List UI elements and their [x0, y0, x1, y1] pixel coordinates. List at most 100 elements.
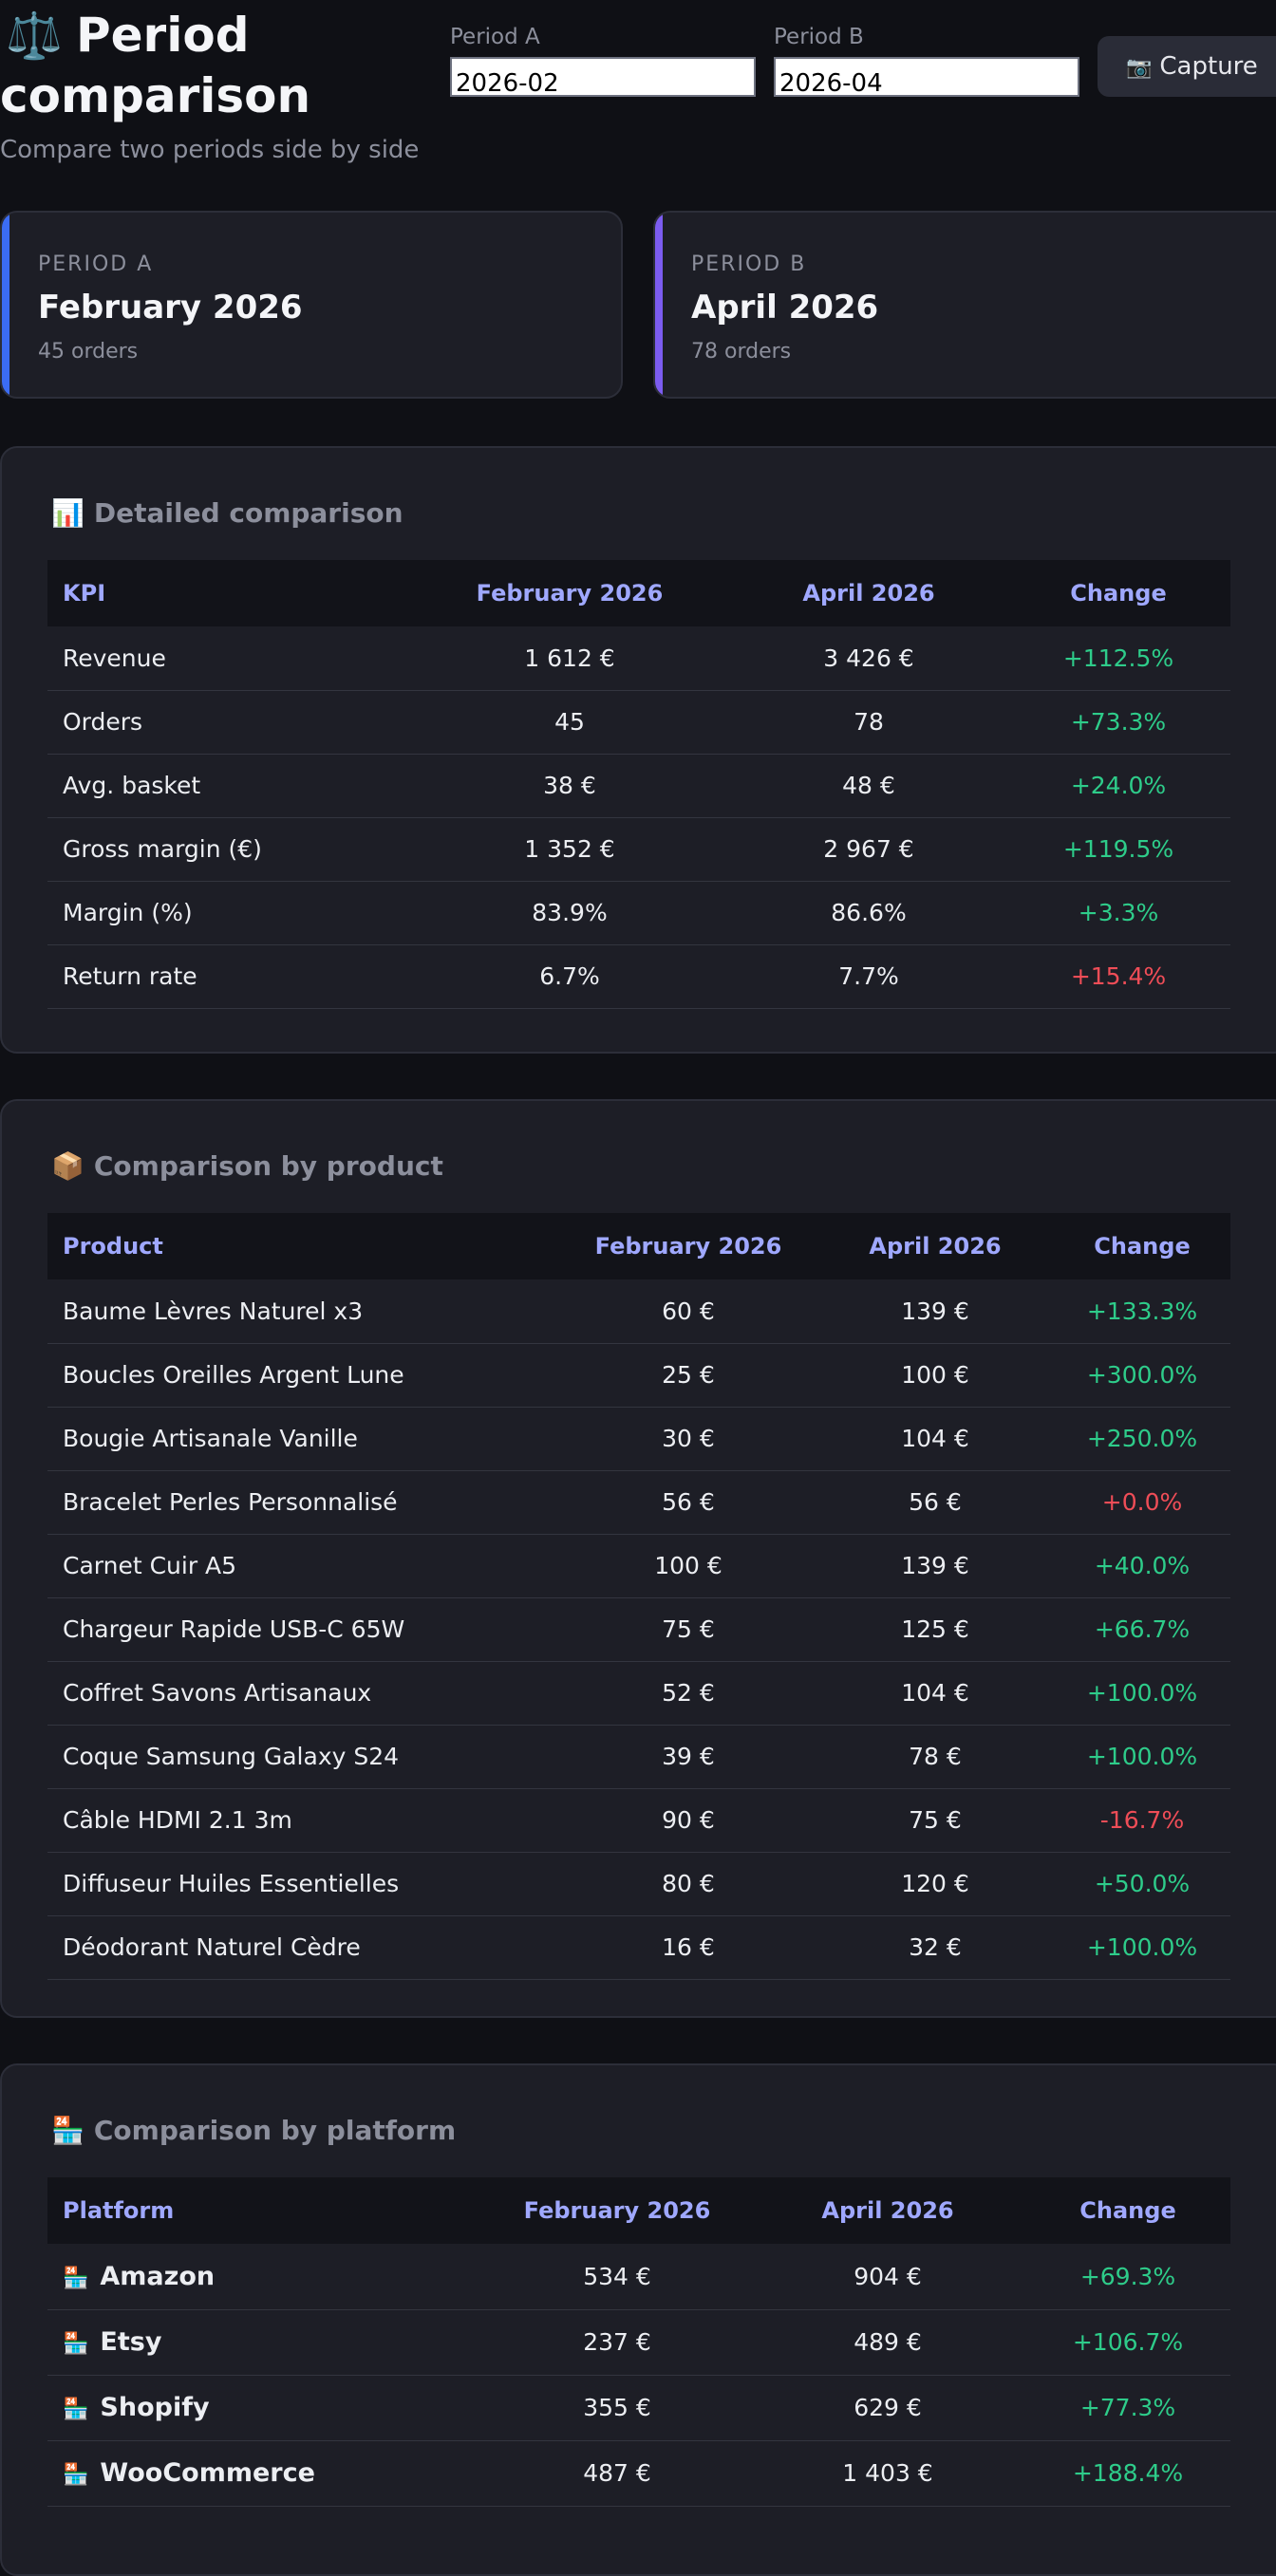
- kpi-table: KPI February 2026 April 2026 Change Reve…: [47, 560, 1230, 1009]
- period-a-value: 1 612 €: [408, 626, 731, 691]
- change-header: Change: [1006, 560, 1230, 626]
- change-value: +3.3%: [1006, 881, 1230, 945]
- product-row: Diffuseur Huiles Essentielles 80 €120 € +5…: [47, 1852, 1230, 1916]
- period-a-value: 75 €: [560, 1597, 816, 1662]
- period-b-value: 904 €: [750, 2244, 1025, 2310]
- kpi-header: KPI: [47, 560, 408, 626]
- period-b-value: 104 €: [816, 1661, 1054, 1726]
- period-b-value: 1 403 €: [750, 2440, 1025, 2507]
- product-row: Chargeur Rapide USB-C 65W 75 €125 € +66.7%: [47, 1597, 1230, 1662]
- period-b-value: 48 €: [731, 754, 1006, 818]
- store-icon: 🏪: [51, 2115, 84, 2146]
- period-a-value: 237 €: [484, 2309, 750, 2376]
- period-a-value: 90 €: [560, 1788, 816, 1853]
- bar-chart-icon: 📊: [51, 497, 84, 529]
- detailed-comparison-title: 📊 Detailed comparison: [51, 497, 403, 529]
- kpi-row-label: Gross margin (€): [47, 817, 408, 882]
- change-value: +100.0%: [1054, 1725, 1230, 1789]
- platform-row: 🏪 WooCommerce 487 €1 403 € +188.4%: [47, 2440, 1230, 2507]
- period-b-value: 120 €: [816, 1852, 1054, 1916]
- period-a-card-label: PERIOD A: [38, 252, 154, 276]
- period-a-value: 60 €: [560, 1279, 816, 1344]
- page-title-line2: comparison: [0, 68, 311, 123]
- period-b-value: 78: [731, 690, 1006, 755]
- store-icon: 🏪: [63, 2463, 89, 2487]
- period-a-value: 355 €: [484, 2375, 750, 2441]
- kpi-row: Gross margin (€) 1 352 €2 967 € +119.5%: [47, 817, 1230, 882]
- change-value: +300.0%: [1054, 1343, 1230, 1408]
- kpi-row: Revenue 1 612 €3 426 € +112.5%: [47, 626, 1230, 691]
- capture-label: Capture: [1159, 52, 1258, 81]
- period-b-value: 139 €: [816, 1279, 1054, 1344]
- change-value: +24.0%: [1006, 754, 1230, 818]
- change-value: +100.0%: [1054, 1915, 1230, 1980]
- period-a-value: 25 €: [560, 1343, 816, 1408]
- period-a-value: 38 €: [408, 754, 731, 818]
- product-row-label: Bracelet Perles Personnalisé: [47, 1470, 560, 1535]
- period-a-value: 16 €: [560, 1915, 816, 1980]
- period-a-value: 56 €: [560, 1470, 816, 1535]
- platform-row: 🏪 Shopify 355 €629 € +77.3%: [47, 2375, 1230, 2441]
- period-b-header: April 2026: [750, 2177, 1025, 2244]
- period-a-value: 1 352 €: [408, 817, 731, 882]
- product-row: Bracelet Perles Personnalisé 56 €56 € +0.0…: [47, 1470, 1230, 1535]
- period-b-value: 75 €: [816, 1788, 1054, 1853]
- scale-icon: ⚖️: [6, 9, 63, 63]
- period-a-input[interactable]: 2026-02: [450, 57, 756, 97]
- product-row: Coque Samsung Galaxy S24 39 €78 € +100.0%: [47, 1725, 1230, 1789]
- change-value: +112.5%: [1006, 626, 1230, 691]
- period-a-value: 100 €: [560, 1534, 816, 1598]
- period-b-value: 139 €: [816, 1534, 1054, 1598]
- period-b-value: 3 426 €: [731, 626, 1006, 691]
- page-title-line1: Period: [76, 8, 250, 63]
- change-header: Change: [1054, 1213, 1230, 1279]
- platform-header: Platform: [47, 2177, 484, 2244]
- period-b-value: 100 €: [816, 1343, 1054, 1408]
- change-value: +119.5%: [1006, 817, 1230, 882]
- capture-button[interactable]: 📷 Capture: [1098, 36, 1276, 97]
- store-icon: 🏪: [63, 2398, 89, 2421]
- kpi-row: Avg. basket 38 €48 € +24.0%: [47, 754, 1230, 818]
- camera-icon: 📷: [1126, 56, 1153, 80]
- period-b-value: 32 €: [816, 1915, 1054, 1980]
- change-value: +106.7%: [1025, 2309, 1230, 2376]
- period-a-value: 80 €: [560, 1852, 816, 1916]
- period-a-value: 83.9%: [408, 881, 731, 945]
- platform-table: Platform February 2026 April 2026 Change…: [47, 2177, 1230, 2507]
- period-b-card-label: PERIOD B: [691, 252, 807, 276]
- page-header: ⚖️ Period comparison Compare two periods…: [0, 0, 1276, 180]
- kpi-row: Orders 45 78 +73.3%: [47, 690, 1230, 755]
- product-row-label: Déodorant Naturel Cèdre: [47, 1915, 560, 1980]
- period-b-value: 56 €: [816, 1470, 1054, 1535]
- detailed-comparison-section: 📊 Detailed comparison KPI February 2026 A…: [0, 446, 1276, 1054]
- change-value: +50.0%: [1054, 1852, 1230, 1916]
- period-a-card-orders: 45 orders: [38, 340, 139, 364]
- period-b-card: PERIOD B April 2026 78 orders: [653, 211, 1276, 399]
- period-a-header: February 2026: [484, 2177, 750, 2244]
- period-a-value: 52 €: [560, 1661, 816, 1726]
- page-subtitle: Compare two periods side by side: [0, 136, 420, 164]
- store-icon: 🏪: [63, 2266, 89, 2290]
- period-a-value: 534 €: [484, 2244, 750, 2310]
- product-row: Coffret Savons Artisanaux 52 €104 € +100.0…: [47, 1661, 1230, 1726]
- change-value: +40.0%: [1054, 1534, 1230, 1598]
- period-b-card-title: April 2026: [691, 289, 879, 327]
- product-row-label: Diffuseur Huiles Essentielles: [47, 1852, 560, 1916]
- period-a-label: Period A: [450, 25, 540, 49]
- platform-row-label: 🏪 WooCommerce: [47, 2440, 484, 2507]
- change-value: +100.0%: [1054, 1661, 1230, 1726]
- period-b-input[interactable]: 2026-04: [774, 57, 1079, 97]
- change-value: +77.3%: [1025, 2375, 1230, 2441]
- product-comparison-title: 📦 Comparison by product: [51, 1150, 443, 1182]
- product-row-label: Bougie Artisanale Vanille: [47, 1407, 560, 1471]
- period-a-value: 30 €: [560, 1407, 816, 1471]
- product-row-label: Chargeur Rapide USB-C 65W: [47, 1597, 560, 1662]
- period-a-accent: [2, 213, 9, 397]
- product-row: Baume Lèvres Naturel x3 60 €139 € +133.3%: [47, 1279, 1230, 1344]
- platform-row-label: 🏪 Shopify: [47, 2375, 484, 2441]
- period-a-card-title: February 2026: [38, 289, 303, 327]
- product-header: Product: [47, 1213, 560, 1279]
- change-value: -16.7%: [1054, 1788, 1230, 1853]
- change-value: +66.7%: [1054, 1597, 1230, 1662]
- kpi-row-label: Revenue: [47, 626, 408, 691]
